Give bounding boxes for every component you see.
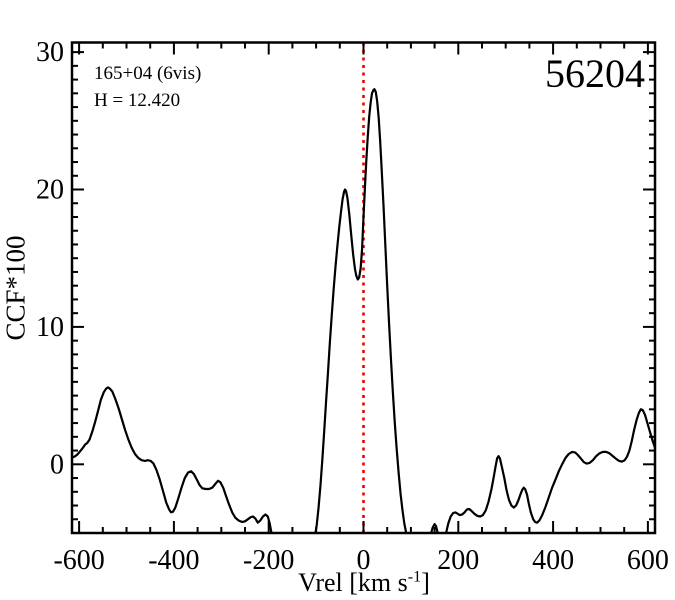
- x-tick-label: 400: [532, 545, 574, 576]
- x-tick-label: 0: [357, 545, 371, 576]
- field-label: 165+04 (6vis): [94, 63, 202, 84]
- x-axis-title: Vrel [km s-1]: [298, 568, 430, 598]
- y-tick-label: 20: [36, 175, 64, 206]
- ccf-curve: [72, 88, 655, 533]
- y-axis-title: CCF*100: [0, 235, 31, 341]
- x-axis-title-main: Vrel [km s: [298, 568, 408, 597]
- y-tick-label: 0: [50, 449, 64, 480]
- y-tick-label: 10: [36, 312, 64, 343]
- x-axis-title-superscript: -1: [407, 568, 422, 586]
- x-tick-label: -400: [148, 545, 199, 576]
- y-tick-label: 30: [36, 37, 64, 68]
- plot-id-label: 56204: [545, 51, 645, 96]
- x-tick-label: 200: [437, 545, 479, 576]
- x-axis-title-suffix: ]: [421, 568, 430, 597]
- plot-frame: [70, 41, 657, 535]
- h-magnitude-label: H = 12.420: [94, 90, 181, 111]
- x-tick-label: -600: [53, 545, 104, 576]
- x-tick-label: -200: [243, 545, 294, 576]
- x-tick-label: 600: [627, 545, 669, 576]
